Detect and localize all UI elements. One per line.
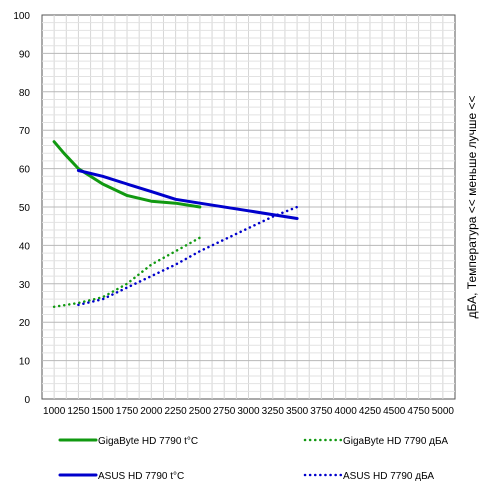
x-tick-label: 2000 <box>140 406 163 417</box>
x-tick-label: 3500 <box>286 406 309 417</box>
y-tick-label: 70 <box>19 126 31 137</box>
x-tick-label: 4750 <box>407 406 430 417</box>
series-line-2 <box>76 169 299 220</box>
y-tick-label: 100 <box>13 11 30 22</box>
x-tick-label: 3750 <box>310 406 333 417</box>
y-tick-label: 20 <box>19 318 31 329</box>
y-axis-title: дБА, Температура << меньше лучше << <box>465 96 479 319</box>
series-line-1 <box>52 236 202 309</box>
x-axis: 1000 1250 1500 1750 2000 2250 2500 2750 3000 3250… <box>43 406 454 417</box>
x-tick-label: 2500 <box>189 406 212 417</box>
y-tick-label: 90 <box>19 49 31 60</box>
y-tick-label: 30 <box>19 280 31 291</box>
grid <box>42 15 455 399</box>
x-tick-label: 1500 <box>92 406 115 417</box>
x-tick-label: 3250 <box>262 406 285 417</box>
series-lines <box>52 140 299 309</box>
legend-label-2: ASUS HD 7790 t°C <box>98 471 184 482</box>
x-tick-label: 2750 <box>213 406 236 417</box>
legend: GigaByte HD 7790 t°C GigaByte HD 7790 дБА… <box>58 436 448 482</box>
x-tick-label: 1750 <box>116 406 139 417</box>
y-tick-label: 0 <box>24 395 30 406</box>
y-tick-label: 10 <box>19 357 31 368</box>
x-tick-label: 4250 <box>359 406 382 417</box>
x-tick-label: 4000 <box>335 406 358 417</box>
y-axis: 0 10 20 30 40 50 60 70 80 90 100 <box>13 11 30 406</box>
x-tick-label: 3000 <box>237 406 260 417</box>
x-tick-label: 4500 <box>383 406 406 417</box>
y-tick-label: 60 <box>19 165 31 176</box>
x-tick-label: 2250 <box>164 406 187 417</box>
series-line-0 <box>52 140 202 209</box>
legend-label-0: GigaByte HD 7790 t°C <box>98 436 198 447</box>
x-tick-label: 5000 <box>432 406 455 417</box>
legend-label-3: ASUS HD 7790 дБА <box>343 471 434 482</box>
y-tick-label: 80 <box>19 88 31 99</box>
y-tick-label: 40 <box>19 241 31 252</box>
x-tick-label: 1000 <box>43 406 66 417</box>
y-tick-label: 50 <box>19 203 31 214</box>
legend-label-1: GigaByte HD 7790 дБА <box>343 436 448 447</box>
x-tick-label: 1250 <box>67 406 90 417</box>
